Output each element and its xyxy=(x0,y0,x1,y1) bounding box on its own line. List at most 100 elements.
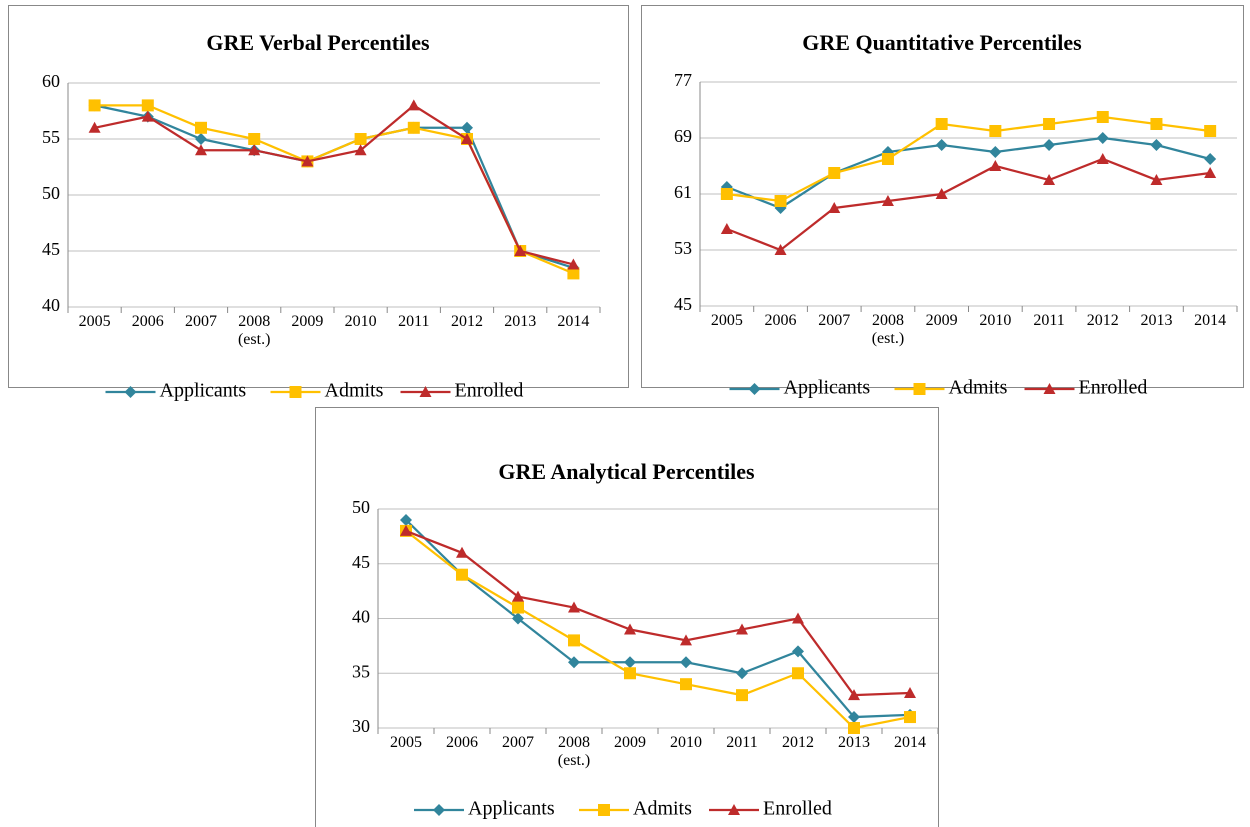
data-point xyxy=(680,656,692,669)
data-point xyxy=(680,634,692,646)
legend-label: Applicants xyxy=(160,380,247,402)
data-point xyxy=(568,601,580,613)
x-tick-label: 2014 xyxy=(557,313,590,330)
data-point xyxy=(1150,118,1163,130)
y-tick-label: 50 xyxy=(352,497,370,517)
x-tick-label: 2011 xyxy=(1033,312,1065,329)
data-point xyxy=(624,667,636,680)
data-point xyxy=(1096,111,1109,123)
data-point xyxy=(1150,174,1163,185)
data-point xyxy=(567,267,580,280)
x-tick-label: 2014 xyxy=(894,734,926,751)
data-point xyxy=(989,146,1002,158)
data-point xyxy=(1043,118,1056,130)
data-point xyxy=(512,612,524,625)
data-point xyxy=(935,118,948,130)
x-tick-label: 2005 xyxy=(390,734,422,751)
y-tick-label: 30 xyxy=(352,716,370,736)
series-line xyxy=(726,157,1211,252)
series-line xyxy=(405,529,911,697)
chart-frame xyxy=(641,5,1244,388)
series-line xyxy=(405,519,911,719)
x-tick-label: 2006 xyxy=(764,312,797,329)
series-line xyxy=(726,115,1211,203)
data-point xyxy=(456,568,468,581)
x-tick-label: 2006 xyxy=(446,734,478,751)
chart-title: GRE Verbal Percentiles xyxy=(206,30,430,55)
x-tick-label: 2012 xyxy=(782,734,814,751)
data-point xyxy=(624,656,636,669)
x-tick-label: 2013 xyxy=(504,313,537,330)
data-point xyxy=(568,656,580,669)
data-point xyxy=(1043,139,1056,151)
x-tick-label: 2008 (est.) xyxy=(871,312,905,347)
data-point xyxy=(989,125,1002,137)
data-point xyxy=(512,590,524,602)
data-point xyxy=(624,623,636,635)
x-tick-label: 2012 xyxy=(451,313,483,330)
chart-title: GRE Quantitative Percentiles xyxy=(802,30,1082,55)
y-tick-label: 61 xyxy=(674,182,692,202)
legend-marker xyxy=(433,804,445,816)
legend-label: Enrolled xyxy=(455,380,524,402)
data-point xyxy=(736,689,748,702)
data-point xyxy=(935,139,948,151)
y-tick-label: 45 xyxy=(42,239,60,259)
data-point xyxy=(141,99,154,112)
data-point xyxy=(774,195,787,207)
data-point xyxy=(568,634,580,647)
data-point xyxy=(935,188,948,199)
legend-marker xyxy=(1043,383,1056,394)
data-point xyxy=(195,144,207,156)
data-point xyxy=(792,667,804,680)
y-tick-label: 40 xyxy=(42,295,60,315)
data-point xyxy=(989,160,1002,171)
y-tick-label: 77 xyxy=(674,70,692,90)
x-tick-label: 2007 xyxy=(502,734,534,751)
x-tick-label: 2009 xyxy=(614,734,646,751)
y-tick-label: 50 xyxy=(42,183,60,203)
data-point xyxy=(848,711,860,724)
legend-marker xyxy=(419,386,432,397)
data-point xyxy=(904,711,916,724)
chart-frame xyxy=(8,5,629,388)
x-tick-label: 2008 (est.) xyxy=(557,734,591,769)
data-point xyxy=(1043,174,1056,185)
data-point xyxy=(881,195,894,206)
x-tick-label: 2010 xyxy=(670,734,702,751)
data-point xyxy=(720,188,733,200)
data-point xyxy=(848,689,860,701)
data-point xyxy=(195,121,207,134)
data-point xyxy=(248,133,261,145)
series-line xyxy=(94,104,574,275)
data-point xyxy=(141,110,154,122)
legend-marker xyxy=(748,383,761,395)
data-point xyxy=(407,121,420,134)
data-point xyxy=(400,513,412,526)
data-point xyxy=(792,612,804,624)
x-tick-label: 2010 xyxy=(979,312,1012,329)
data-point xyxy=(848,722,860,734)
legend-marker xyxy=(289,386,302,398)
y-tick-label: 53 xyxy=(674,238,692,258)
data-point xyxy=(1096,132,1109,144)
x-tick-label: 2009 xyxy=(925,312,958,329)
data-point xyxy=(195,133,207,145)
data-point xyxy=(461,121,473,134)
data-point xyxy=(512,601,524,614)
x-tick-label: 2006 xyxy=(131,313,164,330)
legend-marker xyxy=(913,383,926,395)
data-point xyxy=(1150,139,1163,151)
y-tick-label: 35 xyxy=(352,661,370,681)
data-point xyxy=(1204,153,1217,165)
y-tick-label: 40 xyxy=(352,607,370,627)
data-point xyxy=(301,155,314,167)
y-tick-label: 55 xyxy=(42,127,60,147)
x-tick-label: 2013 xyxy=(838,734,870,751)
y-tick-label: 45 xyxy=(352,552,370,572)
data-point xyxy=(720,223,733,234)
data-point xyxy=(904,686,916,698)
legend-label: Applicants xyxy=(784,377,871,399)
data-point xyxy=(736,667,748,680)
